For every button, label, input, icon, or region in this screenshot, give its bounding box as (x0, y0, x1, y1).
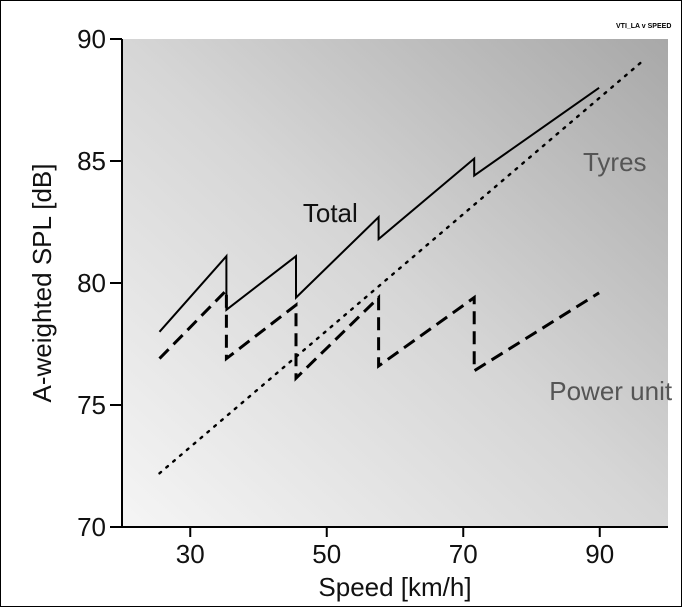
y-tick-label: 75 (77, 390, 106, 420)
y-tick-label: 90 (77, 24, 106, 54)
x-tick-label: 70 (449, 539, 478, 569)
series-line-tyres (158, 59, 644, 475)
x-tick-label: 90 (585, 539, 614, 569)
y-tick-label: 80 (77, 268, 106, 298)
y-tick-label: 70 (77, 512, 106, 542)
series-label-total: Total (303, 198, 358, 228)
series-line-power-unit (158, 286, 600, 382)
series-label-tyres: Tyres (583, 147, 647, 177)
series-line-total (158, 86, 600, 333)
x-tick-label: 50 (312, 539, 341, 569)
chart-tag: VTI_LA v SPEED (616, 23, 671, 30)
y-tick-label: 85 (77, 146, 106, 176)
y-axis-title: A-weighted SPL [dB] (27, 164, 57, 403)
series-label-power-unit: Power unit (549, 376, 673, 406)
plot-area (122, 39, 668, 527)
x-axis-title: Speed [km/h] (318, 572, 471, 602)
x-tick-label: 30 (176, 539, 205, 569)
